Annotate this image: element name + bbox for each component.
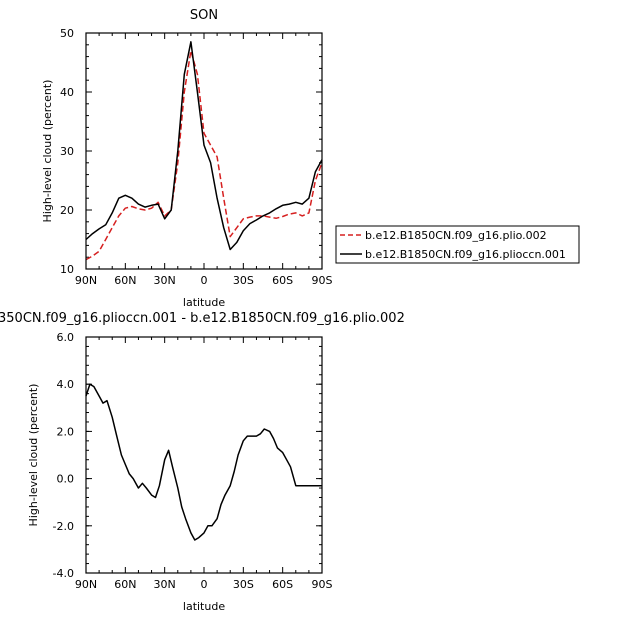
top-chart-frame xyxy=(85,32,323,270)
top-xtick-label: 30N xyxy=(154,274,176,287)
bottom-ytick-label: 6.0 xyxy=(57,331,75,344)
bottom-xtick-label: 60N xyxy=(114,578,136,591)
bottom-xtick-label: 0 xyxy=(201,578,208,591)
top-ytick-label: 20 xyxy=(60,204,74,217)
top-ytick-label: 30 xyxy=(60,145,74,158)
bottom-xtick-label: 30S xyxy=(233,578,254,591)
bottom-xtick-label: 30N xyxy=(154,578,176,591)
legend: b.e12.B1850CN.f09_g16.plio.002 b.e12.B18… xyxy=(335,225,580,264)
top-xtick-label: 60S xyxy=(272,274,293,287)
top-chart: SON High-level cloud (percent) latitude … xyxy=(41,8,333,309)
bottom-ytick-label: 2.0 xyxy=(57,425,75,438)
top-xtick-label: 90N xyxy=(75,274,97,287)
top-xtick-label: 90S xyxy=(312,274,333,287)
top-ytick-label: 40 xyxy=(60,86,74,99)
bottom-chart-series xyxy=(85,383,322,541)
top-chart-series xyxy=(85,41,323,261)
bottom-chart-xlabel: latitude xyxy=(183,600,225,613)
bottom-xtick-label: 90S xyxy=(312,578,333,591)
top-ytick-label: 10 xyxy=(60,263,74,276)
bottom-chart-frame xyxy=(85,336,323,574)
bottom-ytick-label: 4.0 xyxy=(57,378,75,391)
bottom-chart-ylabel: High-level cloud (percent) xyxy=(27,384,40,527)
legend-box xyxy=(335,225,580,264)
top-xtick-label: 60N xyxy=(114,274,136,287)
top-ytick-label: 50 xyxy=(60,27,74,40)
bottom-chart-title: 350CN.f09_g16.plioccn.001 - b.e12.B1850C… xyxy=(0,311,405,326)
bottom-chart-axis-ticks: 90N 60N 30N 0 30S 60S 90S -4.0 -2.0 0.0 2.0 4.0 6.0 xyxy=(53,331,333,591)
bottom-xtick-label: 60S xyxy=(272,578,293,591)
legend-label-plioccn-001: b.e12.B1850CN.f09_g16.plioccn.001 xyxy=(365,248,566,261)
top-series-line-0 xyxy=(85,49,323,261)
top-xtick-label: 30S xyxy=(233,274,254,287)
top-chart-xlabel: latitude xyxy=(183,296,225,309)
top-chart-ylabel: High-level cloud (percent) xyxy=(41,80,54,223)
top-series-line-1 xyxy=(85,41,323,251)
bottom-series-line-0 xyxy=(85,383,322,541)
top-chart-axis-ticks: 90N 60N 30N 0 30S 60S 90S 10 20 30 40 50 xyxy=(60,27,333,287)
bottom-ytick-label: -2.0 xyxy=(53,520,74,533)
bottom-chart: 350CN.f09_g16.plioccn.001 - b.e12.B1850C… xyxy=(0,311,405,613)
top-xtick-label: 0 xyxy=(201,274,208,287)
bottom-ytick-label: 0.0 xyxy=(57,473,75,486)
top-chart-title: SON xyxy=(190,8,218,23)
legend-label-plio-002: b.e12.B1850CN.f09_g16.plio.002 xyxy=(365,229,547,242)
bottom-ytick-label: -4.0 xyxy=(53,567,74,580)
bottom-xtick-label: 90N xyxy=(75,578,97,591)
